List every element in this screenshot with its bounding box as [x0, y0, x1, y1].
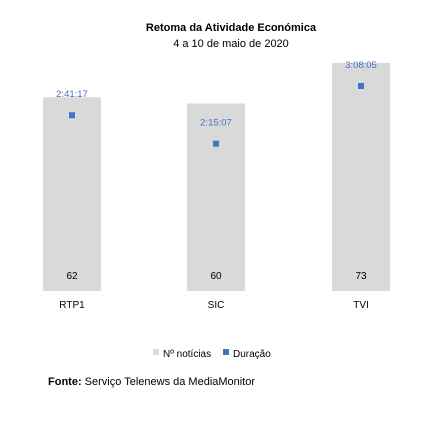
- source-note: Fonte: Serviço Telenews da MediaMonitor: [48, 376, 255, 388]
- chart-subtitle: 4 a 10 de maio de 2020: [173, 38, 289, 50]
- duration-marker-rtp1: [69, 112, 75, 119]
- legend: Nº notícias Duração: [153, 349, 271, 360]
- bar-rtp1: [43, 97, 101, 291]
- duration-marker-tvi: [358, 82, 364, 89]
- bar-value-label: 73: [355, 271, 367, 282]
- category-label: RTP1: [59, 300, 85, 311]
- duration-label: 3:08:05: [345, 60, 377, 71]
- chart-title: Retoma da Atividade Económica: [146, 22, 317, 34]
- plot-area: 62 2:41:17 RTP1 60 2:15:07 SIC 73 3:08:05 TVI: [43, 60, 390, 311]
- bar-value-label: 62: [66, 271, 78, 282]
- source-text: Serviço Telenews da MediaMonitor: [84, 376, 256, 388]
- category-label: TVI: [353, 300, 369, 311]
- source-label: Fonte:: [48, 376, 82, 388]
- duration-label: 2:15:07: [200, 118, 232, 129]
- category-label: SIC: [208, 300, 225, 311]
- bar-sic: [187, 103, 245, 291]
- legend-swatch-noticias: [153, 349, 159, 355]
- legend-label-noticias: Nº notícias: [163, 349, 211, 360]
- bar-value-label: 60: [210, 271, 222, 282]
- duration-label: 2:41:17: [56, 89, 88, 100]
- legend-label-duracao: Duração: [233, 349, 271, 360]
- bar-tvi: [332, 62, 390, 291]
- legend-swatch-duracao: [223, 349, 229, 355]
- duration-marker-sic: [213, 140, 219, 147]
